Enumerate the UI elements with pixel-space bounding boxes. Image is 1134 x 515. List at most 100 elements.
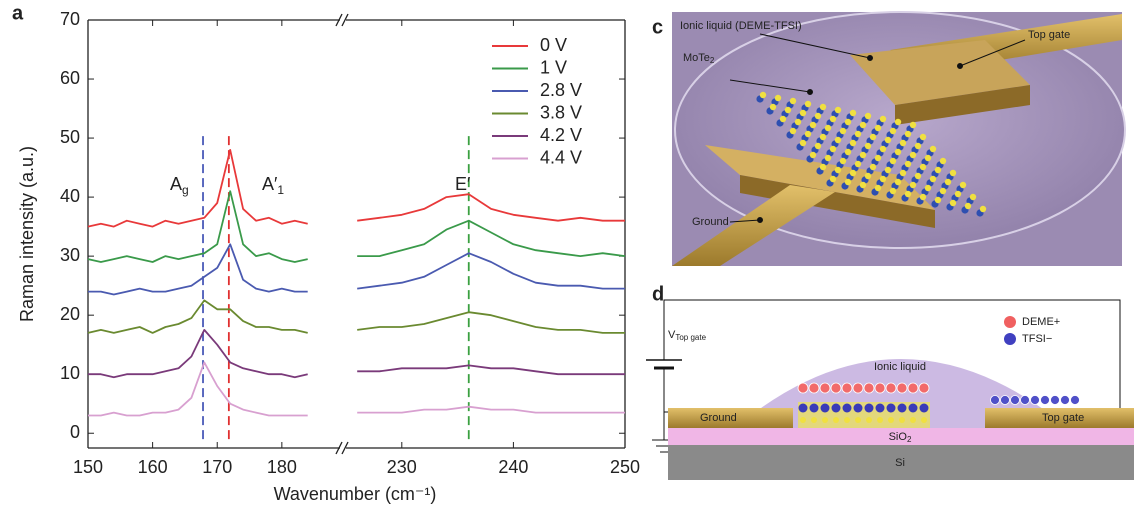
label: Ionic liquid — [874, 361, 926, 373]
atom — [854, 130, 862, 138]
legend-label: 2.8 V — [540, 80, 582, 100]
atom — [859, 121, 867, 129]
anion — [908, 403, 918, 413]
legend-icon — [1004, 333, 1016, 345]
atom — [824, 154, 832, 162]
anion — [798, 403, 808, 413]
series-line — [88, 243, 625, 296]
atom — [849, 109, 857, 117]
cross-section — [646, 299, 1134, 480]
atom — [789, 97, 797, 105]
atom — [894, 118, 902, 126]
atom — [814, 112, 822, 120]
atom — [874, 124, 882, 132]
atom — [759, 91, 767, 99]
cation — [808, 382, 820, 394]
atom — [969, 193, 977, 201]
y-tick-label: 40 — [60, 186, 80, 206]
atom — [884, 166, 892, 174]
atom — [874, 184, 882, 192]
atom — [819, 163, 827, 171]
axis-break — [335, 13, 343, 27]
series-line — [88, 329, 625, 379]
cation — [830, 382, 842, 394]
axis-break — [341, 13, 349, 27]
atom — [879, 175, 887, 183]
x-tick-label: 150 — [73, 457, 103, 477]
anion — [1060, 395, 1070, 405]
atom — [829, 115, 837, 123]
anion — [1020, 395, 1030, 405]
label: Ground — [692, 216, 729, 228]
x-tick-label: 230 — [387, 457, 417, 477]
x-tick-label: 160 — [138, 457, 168, 477]
atom — [844, 417, 850, 423]
atom — [799, 109, 807, 117]
atom — [964, 202, 972, 210]
atom — [844, 148, 852, 156]
label: Top gate — [1028, 29, 1070, 41]
atom — [934, 196, 942, 204]
cation — [885, 382, 897, 394]
atom — [804, 100, 812, 108]
cation — [907, 382, 919, 394]
atom — [849, 139, 857, 147]
panel-letter: a — [12, 2, 24, 24]
atom — [894, 148, 902, 156]
atom — [864, 172, 872, 180]
atom — [944, 178, 952, 186]
atom — [959, 181, 967, 189]
cation — [841, 382, 853, 394]
atom — [859, 181, 867, 189]
atom — [789, 127, 797, 135]
atom — [879, 145, 887, 153]
cation — [797, 382, 809, 394]
x-axis-label: Wavenumber (cm⁻¹) — [274, 484, 437, 504]
atom — [924, 184, 932, 192]
atom — [914, 172, 922, 180]
atom — [844, 118, 852, 126]
legend-label: 1 V — [540, 57, 567, 77]
anion — [886, 403, 896, 413]
legend-label: 3.8 V — [540, 102, 582, 122]
atom — [800, 417, 806, 423]
atom — [899, 169, 907, 177]
x-tick-label: 240 — [498, 457, 528, 477]
cation — [874, 382, 886, 394]
anion — [853, 403, 863, 413]
atom — [909, 181, 917, 189]
atom — [899, 417, 905, 423]
series-line — [88, 361, 625, 417]
legend-label: 0 V — [540, 35, 567, 55]
y-tick-label: 20 — [60, 304, 80, 324]
annotation-sub: g — [182, 183, 189, 197]
atom — [869, 133, 877, 141]
atom — [921, 417, 927, 423]
annotation-text: E′ — [455, 174, 471, 194]
anion — [875, 403, 885, 413]
anion — [897, 403, 907, 413]
atom — [954, 190, 962, 198]
atom — [834, 166, 842, 174]
atom — [919, 133, 927, 141]
y-tick-label: 0 — [70, 422, 80, 442]
cation — [896, 382, 908, 394]
annotation-text: A — [170, 174, 182, 194]
anion — [1050, 395, 1060, 405]
atom — [877, 417, 883, 423]
atom — [888, 417, 894, 423]
atom — [939, 187, 947, 195]
series-line — [87, 149, 625, 228]
atom — [866, 417, 872, 423]
x-tick-label: 170 — [202, 457, 232, 477]
atom — [904, 190, 912, 198]
atom — [859, 151, 867, 159]
atom — [794, 118, 802, 126]
legend-label: 4.4 V — [540, 147, 582, 167]
annotation-sub: 1 — [277, 183, 284, 197]
atom — [822, 417, 828, 423]
atom — [779, 115, 787, 123]
atom — [839, 157, 847, 165]
atom — [864, 112, 872, 120]
